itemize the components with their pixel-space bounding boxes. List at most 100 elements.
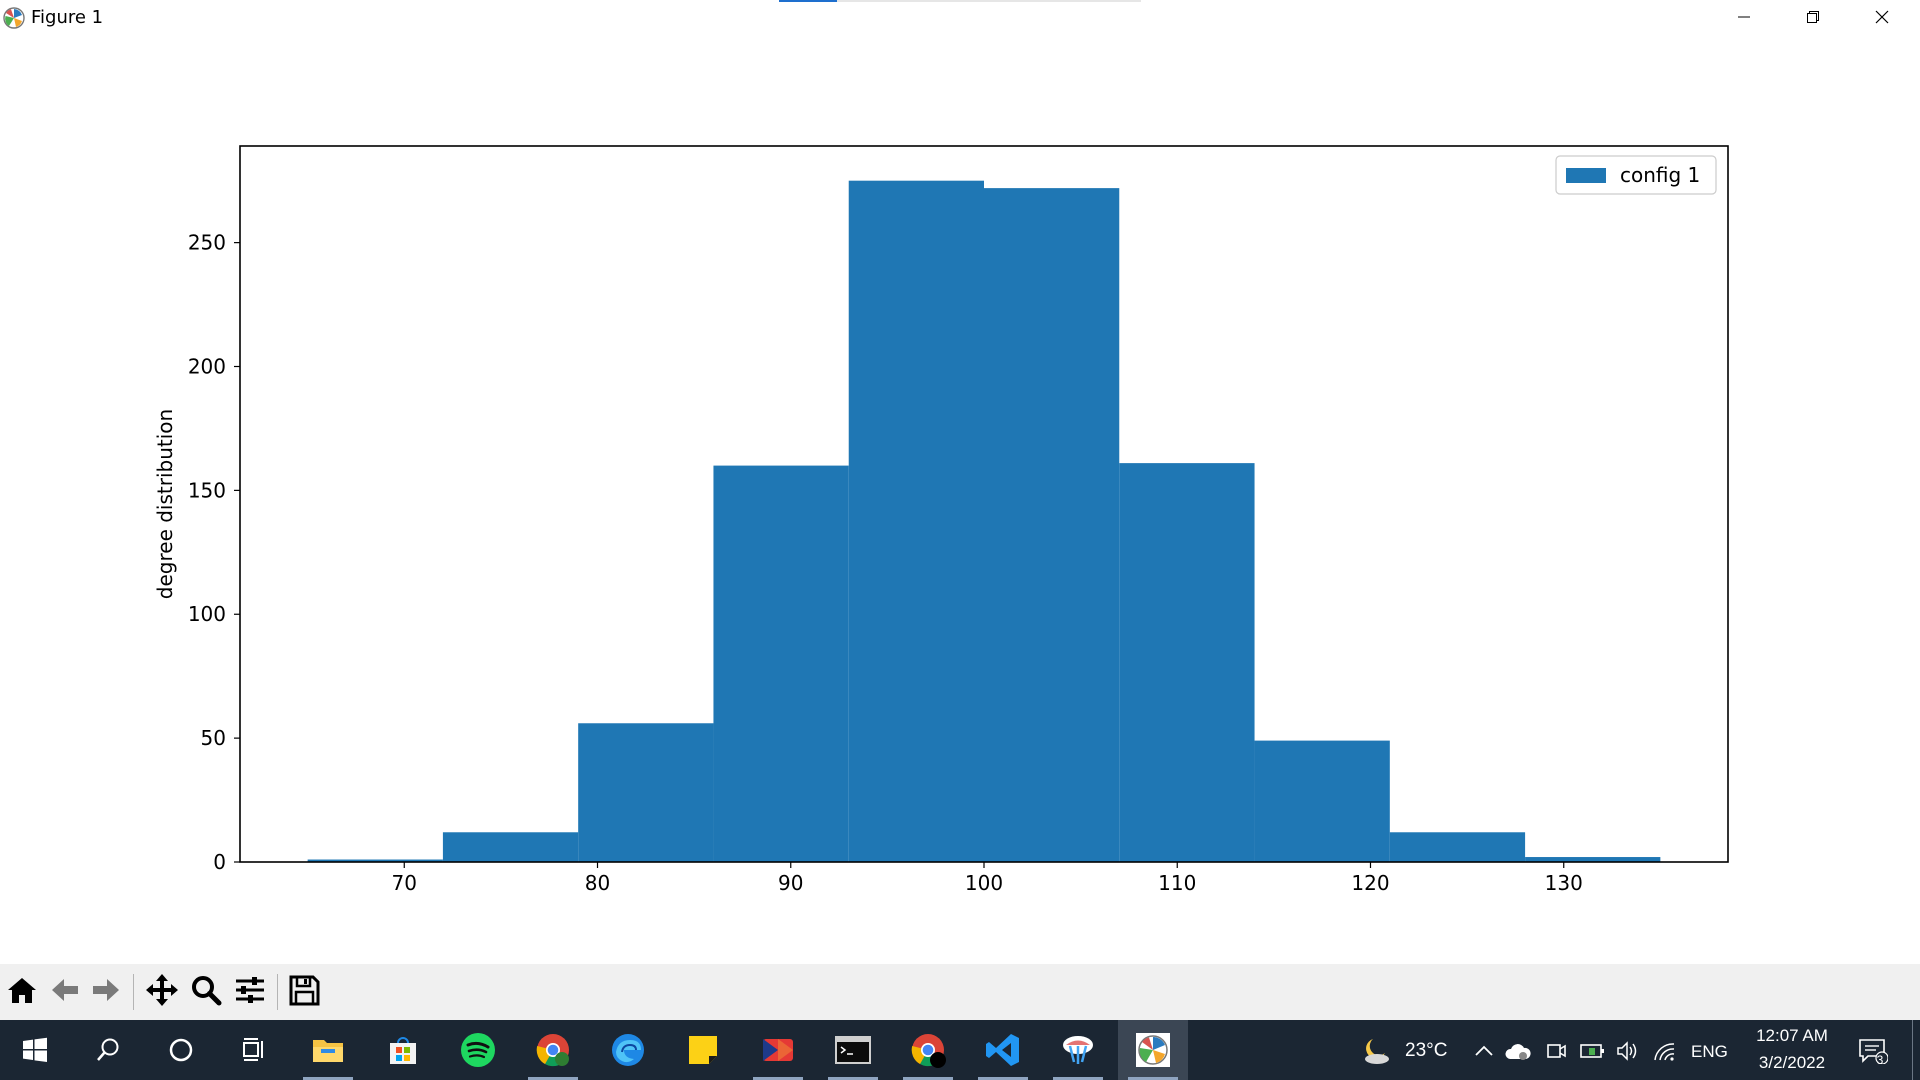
task-view-icon [243, 1038, 263, 1061]
show-desktop-button[interactable] [1912, 1020, 1913, 1080]
configure-subplots-button[interactable] [230, 970, 270, 1010]
home-icon [8, 978, 36, 1003]
taskbar-chrome-profile[interactable] [893, 1020, 963, 1080]
taskbar-spotify[interactable] [443, 1020, 513, 1080]
chevron-up-icon [1475, 1045, 1493, 1056]
volume-tray[interactable] [1615, 1038, 1641, 1064]
taskbar-running-indicator [528, 1077, 578, 1080]
minimize-button[interactable] [1709, 0, 1779, 34]
configure-subplots-icon [236, 977, 264, 1003]
notification-count: 3 [1876, 1053, 1884, 1067]
taskbar-python[interactable] [1043, 1020, 1113, 1080]
forward-button[interactable] [86, 970, 126, 1010]
taskbar-matplotlib-window[interactable] [1118, 1020, 1188, 1080]
battery-tray[interactable] [1580, 1038, 1606, 1064]
histogram-bar [442, 832, 579, 862]
histogram-bar [1119, 463, 1255, 862]
weather-temperature[interactable]: 23°C [1405, 1040, 1448, 1061]
task-view-button[interactable] [219, 1020, 289, 1080]
pan-icon [146, 974, 178, 1006]
x-tick-label: 120 [1351, 871, 1389, 895]
app-red-icon [763, 1039, 793, 1061]
python-icon [1063, 1036, 1093, 1064]
save-button[interactable] [284, 970, 324, 1010]
zoom-button[interactable] [186, 970, 226, 1010]
histogram-bar [1389, 832, 1526, 862]
taskbar-running-indicator [1053, 1077, 1103, 1080]
taskbar-sticky-notes[interactable] [668, 1020, 738, 1080]
legend-label: config 1 [1620, 163, 1700, 187]
histogram-bar [307, 859, 443, 862]
histogram-bar [848, 180, 984, 862]
network-tray[interactable] [1652, 1038, 1678, 1064]
onedrive-tray[interactable] [1505, 1038, 1531, 1064]
back-button[interactable] [45, 970, 85, 1010]
weather-widget[interactable] [1359, 1038, 1391, 1064]
taskbar-running-indicator [303, 1077, 353, 1080]
y-tick-label: 200 [188, 354, 226, 378]
legend-box [1555, 155, 1717, 195]
show-hidden-icons-button[interactable] [1471, 1038, 1497, 1064]
notification-center-button[interactable] [1856, 1038, 1890, 1064]
title-progress-fill [779, 0, 837, 2]
x-tick-label: 90 [778, 871, 803, 895]
taskbar-file-explorer[interactable] [293, 1020, 363, 1080]
start-button[interactable] [0, 1020, 70, 1080]
x-tick-label: 70 [392, 871, 417, 895]
vscode-icon [986, 1034, 1019, 1066]
histogram-chart: 70 80 90 100 110 120 130 0 50 100 150 200 250 degree … [153, 145, 1729, 895]
histogram-bar [1525, 857, 1661, 862]
taskbar-microsoft-store[interactable] [368, 1020, 438, 1080]
input-language[interactable]: ENG [1691, 1042, 1728, 1061]
back-arrow-icon [52, 979, 78, 1001]
legend-swatch [1566, 168, 1606, 183]
notification-icon [1859, 1039, 1888, 1064]
y-tick-label: 150 [188, 478, 226, 502]
taskbar-chrome[interactable] [518, 1020, 588, 1080]
clock-date[interactable]: 3/2/2022 [1758, 1053, 1826, 1072]
histogram-bar [1254, 740, 1390, 862]
moon-cloud-icon [1365, 1039, 1389, 1064]
windows-taskbar: 23°C [0, 1020, 1920, 1080]
forward-arrow-icon [93, 979, 119, 1001]
taskbar-terminal[interactable] [818, 1020, 888, 1080]
sticky-notes-icon [689, 1036, 717, 1064]
spotify-icon [461, 1033, 495, 1067]
taskbar-app-red[interactable] [743, 1020, 813, 1080]
minimize-icon [1738, 16, 1750, 18]
taskbar-running-indicator [978, 1077, 1028, 1080]
wifi-icon [1654, 1043, 1675, 1061]
taskbar-running-indicator [828, 1077, 878, 1080]
cortana-button[interactable] [146, 1020, 216, 1080]
figure-canvas[interactable]: 70 80 90 100 110 120 130 0 50 100 150 200 250 degree … [0, 36, 1920, 964]
navigation-toolbar [0, 964, 1920, 1020]
x-tick-label: 130 [1545, 871, 1583, 895]
zoom-icon [192, 976, 222, 1006]
restore-button[interactable] [1778, 0, 1848, 34]
matplotlib-window-icon [1136, 1033, 1170, 1067]
home-button[interactable] [2, 970, 42, 1010]
taskbar-running-indicator [753, 1077, 803, 1080]
y-axis-label: degree distribution [153, 409, 177, 599]
y-tick-label: 100 [188, 602, 226, 626]
matplotlib-icon [2, 6, 26, 30]
file-explorer-icon [313, 1040, 343, 1062]
search-button[interactable] [73, 1020, 143, 1080]
terminal-icon [835, 1036, 871, 1064]
chrome-icon [536, 1034, 569, 1067]
pan-button[interactable] [142, 970, 182, 1010]
chrome-profile-icon [911, 1034, 946, 1068]
taskbar-vscode[interactable] [968, 1020, 1038, 1080]
taskbar-edge[interactable] [593, 1020, 663, 1080]
window-title: Figure 1 [31, 7, 104, 28]
close-button[interactable] [1847, 0, 1917, 34]
clock-time[interactable]: 12:07 AM [1756, 1026, 1828, 1045]
meet-now-tray[interactable] [1543, 1038, 1569, 1064]
y-tick-label: 0 [213, 850, 226, 874]
title-progress-bar [779, 0, 1141, 2]
taskbar-running-indicator [1128, 1077, 1178, 1080]
histogram-bar [984, 188, 1120, 862]
speaker-icon [1617, 1041, 1637, 1061]
camera-icon [1547, 1044, 1566, 1058]
toolbar-separator [277, 974, 278, 1010]
